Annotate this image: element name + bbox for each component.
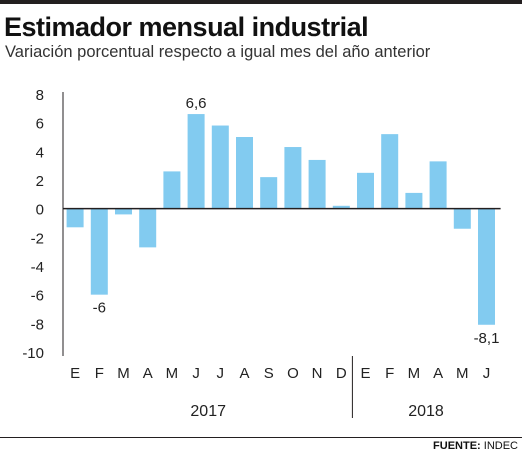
year-label: 2017: [190, 403, 226, 420]
data-label: -8,1: [474, 330, 500, 347]
x-tick-label: D: [336, 365, 347, 382]
bar: [284, 147, 302, 209]
bar: [260, 177, 278, 209]
bottom-rule: [0, 437, 522, 438]
y-tick-label: -6: [31, 288, 44, 305]
y-tick-label: -4: [31, 259, 44, 276]
bar: [139, 208, 157, 248]
bar: [66, 208, 84, 228]
y-tick-label: 2: [36, 173, 44, 190]
year-label: 2018: [408, 403, 444, 420]
bar: [405, 192, 423, 209]
bar: [187, 114, 205, 209]
x-tick-label: E: [70, 365, 80, 382]
x-tick-label: M: [456, 365, 469, 382]
bar: [453, 208, 471, 229]
y-tick-label: -10: [22, 345, 44, 362]
source-value: INDEC: [483, 440, 518, 452]
x-tick-label: N: [312, 365, 323, 382]
data-label: -6: [93, 300, 106, 317]
y-tick-label: -8: [31, 316, 44, 333]
x-tick-label: A: [433, 365, 443, 382]
x-tick-label: F: [95, 365, 104, 382]
x-tick-label: J: [483, 365, 491, 382]
chart-title: Estimador mensual industrial: [4, 12, 369, 42]
y-tick-label: 0: [36, 202, 44, 219]
bar: [236, 137, 253, 209]
bar: [211, 125, 229, 209]
bar: [115, 208, 132, 215]
top-rule: [0, 0, 522, 4]
x-tick-label: E: [360, 365, 370, 382]
bar: [478, 208, 495, 325]
x-tick-label: J: [192, 365, 200, 382]
data-label: 6,6: [186, 95, 207, 112]
x-tick-label: A: [143, 365, 153, 382]
y-tick-label: 8: [36, 87, 44, 104]
x-tick-label: F: [385, 365, 394, 382]
bar: [163, 171, 181, 209]
y-tick-label: -2: [31, 230, 44, 247]
bar: [357, 172, 374, 209]
source-label: FUENTE:: [433, 440, 481, 452]
bar: [332, 205, 350, 209]
y-tick-label: 6: [36, 116, 44, 133]
chart-subtitle: Variación porcentual respecto a igual me…: [5, 43, 431, 61]
x-tick-label: M: [166, 365, 179, 382]
x-tick-label: O: [287, 365, 299, 382]
x-tick-label: M: [408, 365, 421, 382]
x-tick-label: J: [217, 365, 225, 382]
x-tick-label: M: [117, 365, 130, 382]
x-tick-label: S: [264, 365, 274, 382]
x-tick-label: A: [239, 365, 249, 382]
source-note: FUENTE: INDEC: [433, 440, 518, 452]
y-tick-label: 4: [36, 144, 44, 161]
bar: [90, 208, 108, 295]
bar: [429, 161, 447, 209]
bar: [308, 159, 326, 209]
bar: [381, 134, 399, 209]
